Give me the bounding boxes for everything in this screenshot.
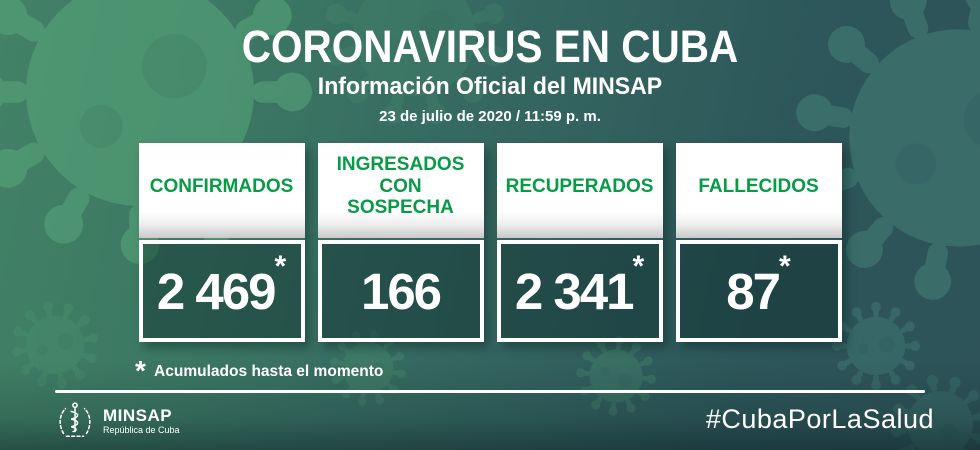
stat-label: FALLECIDOS bbox=[675, 143, 842, 238]
stat-card-recovered: RECUPERADOS 2 341 * bbox=[496, 143, 663, 342]
footnote-asterisk: * bbox=[135, 355, 146, 386]
stat-label: CONFIRMADOS bbox=[138, 143, 305, 238]
minsap-logo-subtitle: República de Cuba bbox=[103, 425, 180, 436]
header: CORONAVIRUS EN CUBA Información Oficial … bbox=[0, 24, 980, 125]
report-date: 23 de julio de 2020 / 11:59 p. m. bbox=[379, 108, 601, 125]
stat-label-text: CONFIRMADOS bbox=[149, 175, 294, 197]
stat-cards-row: CONFIRMADOS 2 469 * INGRESADOS CON SOSPE… bbox=[0, 143, 980, 342]
stat-label-text: FALLECIDOS bbox=[698, 175, 819, 197]
stat-card-suspected: INGRESADOS CON SOSPECHA 166 bbox=[317, 143, 484, 342]
stat-value-box: 87 * bbox=[675, 240, 842, 342]
stat-value: 87 bbox=[726, 262, 781, 320]
stat-value: 2 469 bbox=[156, 262, 277, 320]
asterisk-marker: * bbox=[779, 250, 791, 283]
stat-card-deaths: FALLECIDOS 87 * bbox=[675, 143, 842, 342]
stat-value: 166 bbox=[360, 262, 442, 320]
stat-label-text: RECUPERADOS bbox=[505, 175, 654, 197]
hashtag-cubaporlasalud: #CubaPorLaSalud bbox=[705, 404, 934, 434]
page-title: CORONAVIRUS EN CUBA bbox=[241, 21, 739, 72]
footer-divider bbox=[55, 390, 925, 393]
stat-value-box: 166 bbox=[317, 240, 484, 342]
minsap-logo-text: MINSAP República de Cuba bbox=[103, 405, 180, 436]
stat-label-text: INGRESADOS CON SOSPECHA bbox=[336, 153, 465, 219]
stat-value-box: 2 341 * bbox=[496, 240, 663, 342]
stat-value-box: 2 469 * bbox=[138, 240, 305, 342]
stat-label: RECUPERADOS bbox=[496, 143, 663, 238]
page-subtitle: Información Oficial del MINSAP bbox=[317, 73, 663, 100]
stat-label: INGRESADOS CON SOSPECHA bbox=[317, 143, 484, 238]
stat-value: 2 341 bbox=[514, 262, 635, 320]
minsap-emblem-icon bbox=[59, 402, 91, 438]
asterisk-marker: * bbox=[632, 250, 645, 283]
footnote-text: Acumulados hasta el momento bbox=[153, 363, 384, 380]
minsap-logo-name: MINSAP bbox=[103, 405, 173, 425]
footnote: * Acumulados hasta el momento bbox=[135, 355, 390, 386]
minsap-logo: MINSAP República de Cuba bbox=[54, 398, 180, 444]
stat-card-confirmed: CONFIRMADOS 2 469 * bbox=[138, 143, 305, 342]
asterisk-marker: * bbox=[274, 250, 287, 283]
